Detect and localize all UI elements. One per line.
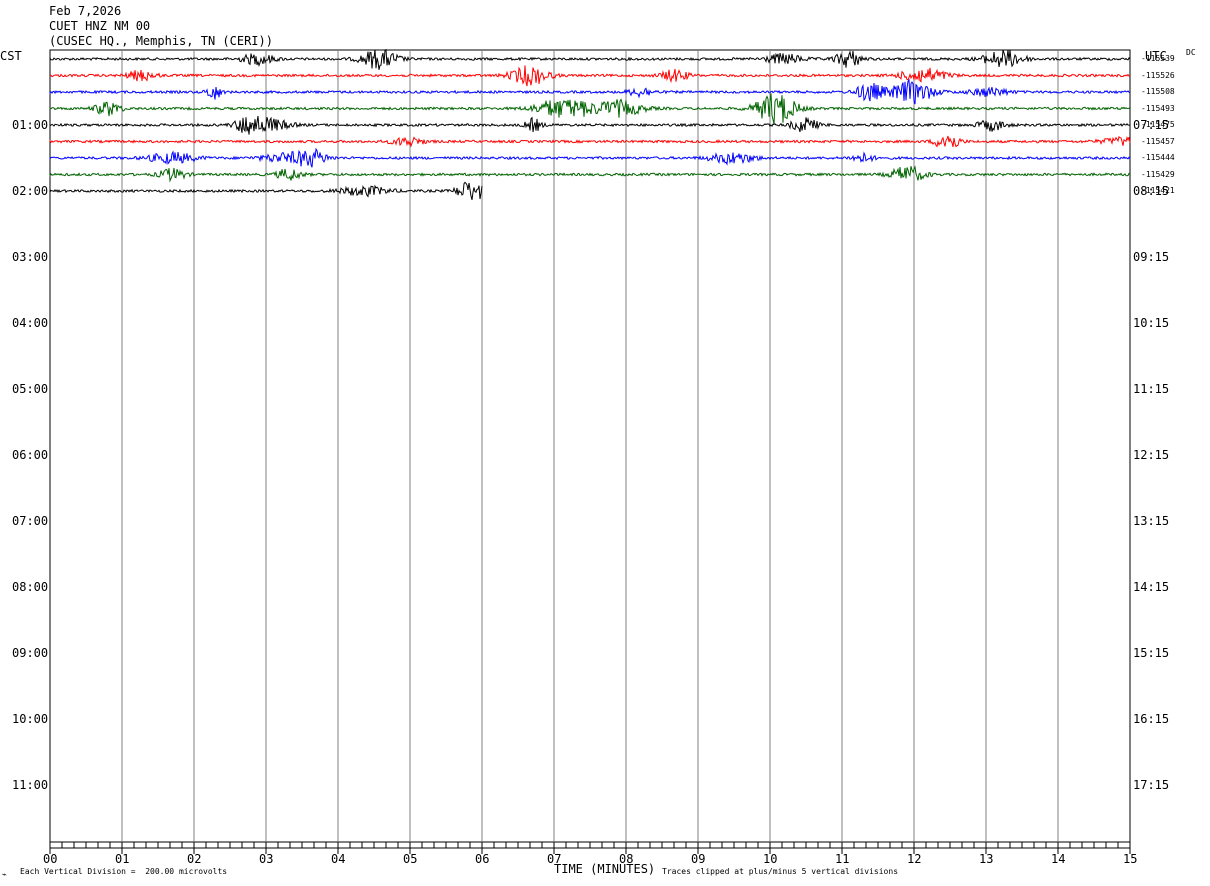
left-hour-label: 09:00 [12,646,49,660]
right-hour-label: 09:15 [1133,250,1170,264]
dc-offset-label: -115508 [1141,87,1175,96]
clip-note: Traces clipped at plus/minus 5 vertical … [662,867,899,876]
right-hour-label: 12:15 [1133,448,1170,462]
seismic-trace [49,65,1131,87]
right-hour-label: 14:15 [1133,580,1170,594]
x-tick-label: 02 [187,852,202,866]
left-hour-label: 04:00 [12,316,49,330]
x-tick-label: 13 [979,852,994,866]
x-tick-label: 00 [43,852,58,866]
dc-offset-label: -115493 [1141,103,1175,113]
x-tick-label: 06 [475,852,490,866]
x-tick-label: 14 [1051,852,1066,866]
x-tick-label: 05 [403,852,418,866]
seismic-trace [49,165,1131,183]
left-hour-label: 10:00 [12,712,49,726]
dc-offset-label: -115444 [1141,153,1175,162]
right-hour-label: 07:15 [1133,118,1170,132]
right-hour-label: 13:15 [1133,514,1170,528]
right-hour-label: 08:15 [1133,184,1170,198]
dc-offset-label: -115457 [1141,136,1175,146]
right-hour-label: 10:15 [1133,316,1170,330]
seismic-trace [49,135,1131,148]
right-hour-label: 16:15 [1133,712,1170,726]
x-axis-title: TIME (MINUTES) [554,862,656,876]
seismic-trace [49,147,1131,168]
dc-label: DC [1186,48,1196,57]
right-hour-label: 15:15 [1133,646,1170,660]
right-hour-label: 17:15 [1133,778,1170,792]
x-tick-label: 07 [547,852,562,866]
x-tick-label: 09 [691,852,706,866]
seismic-trace [49,181,483,201]
scale-note: Each Vertical Division = 200.00 microvol… [20,867,228,876]
seismic-trace [49,115,1131,135]
seismic-trace [49,49,1131,70]
utc-label: UTC [1145,49,1167,63]
x-tick-label: 15 [1123,852,1138,866]
x-tick-label: 12 [907,852,922,866]
logo-mark-icon: ⌁ [2,870,7,879]
left-hour-label: 06:00 [12,448,49,462]
plot-date: Feb 7,2026 [49,4,122,18]
station-code: CUET HNZ NM 00 [49,19,151,33]
left-hour-label: 03:00 [12,250,49,264]
dc-offset-label: -115429 [1141,169,1175,179]
x-tick-label: 04 [331,852,346,866]
x-tick-label: 11 [835,852,850,866]
left-hour-label: 05:00 [12,382,49,396]
right-hour-label: 11:15 [1133,382,1170,396]
left-hour-label: 01:00 [12,118,49,132]
x-tick-label: 03 [259,852,274,866]
dc-offset-label: -115526 [1141,70,1175,80]
dc-offset-label: -115475 [1141,120,1175,129]
x-tick-label: 10 [763,852,778,866]
x-tick-label: 01 [115,852,130,866]
left-hour-label: 08:00 [12,580,49,594]
seismic-trace [49,78,1131,105]
dc-offset-label: -115539 [1141,54,1175,63]
station-location: (CUSEC HQ., Memphis, TN (CERI)) [49,34,273,48]
seismic-trace [49,93,1131,125]
plot-frame [49,49,1131,843]
x-tick-label: 08 [619,852,634,866]
dc-offset-label: -115421 [1141,186,1175,195]
left-hour-label: 11:00 [12,778,49,792]
cst-label: CST [0,49,22,63]
left-hour-label: 02:00 [12,184,49,198]
left-hour-label: 07:00 [12,514,49,528]
